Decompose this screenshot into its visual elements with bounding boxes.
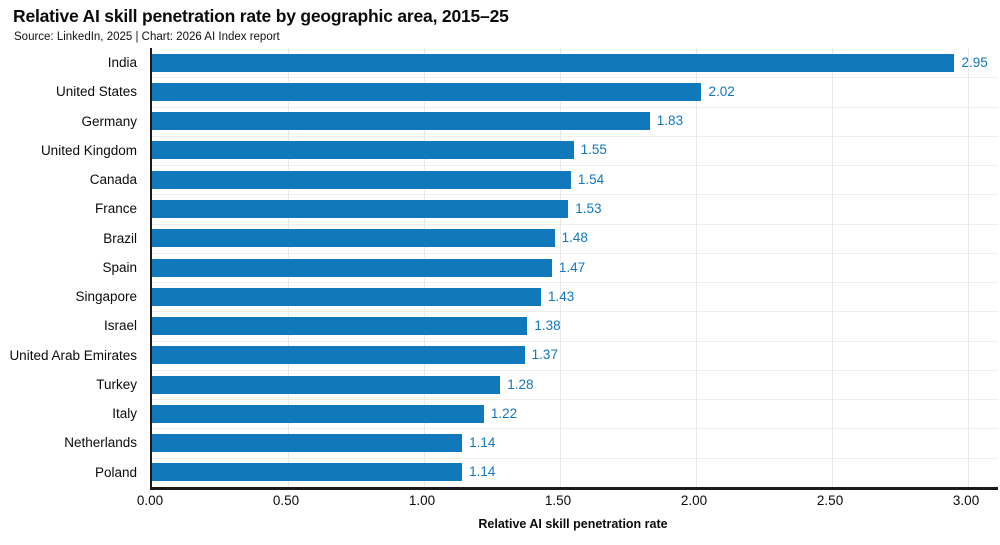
x-axis-tick-labels: 0.00 0.50 1.00 1.50 2.00 2.50 3.00 [137, 493, 996, 511]
chart-title: Relative AI skill penetration rate by ge… [13, 6, 509, 26]
category-label: Brazil [103, 230, 137, 246]
bar [152, 53, 955, 72]
bar [152, 112, 650, 131]
x-tick-label: 0.50 [272, 493, 300, 508]
value-label: 1.47 [558, 259, 586, 275]
category-label: Netherlands [64, 435, 137, 451]
x-tick-label: 0.00 [136, 493, 164, 508]
bar [152, 287, 541, 306]
x-axis-title: Relative AI skill penetration rate [478, 517, 668, 531]
bar [152, 404, 484, 423]
value-label: 1.37 [531, 347, 558, 363]
category-label: India [107, 55, 137, 70]
category-label: Israel [103, 318, 137, 334]
value-label: 1.54 [577, 171, 605, 187]
vertical-gridline [968, 48, 970, 487]
horizontal-gridline [152, 282, 998, 284]
bar [152, 141, 574, 160]
category-label: Germany [81, 113, 137, 129]
bar [152, 375, 501, 394]
chart-source-note: Source: LinkedIn, 2025 | Chart: 2026 AI … [14, 31, 280, 43]
category-label: Poland [94, 464, 137, 480]
horizontal-gridline [152, 223, 998, 225]
category-label: Singapore [75, 289, 137, 305]
value-label: 1.38 [534, 318, 561, 334]
value-label: 1.14 [469, 464, 496, 480]
value-label: 1.53 [575, 200, 602, 216]
horizontal-gridline [152, 135, 998, 137]
category-label: United States [55, 84, 137, 100]
value-label: 1.14 [469, 435, 496, 451]
horizontal-gridline [152, 457, 998, 459]
value-label: 1.83 [656, 113, 684, 129]
horizontal-gridline [152, 369, 998, 371]
x-tick-label: 1.00 [408, 493, 436, 508]
value-label: 1.22 [490, 405, 518, 421]
x-tick-label: 1.50 [544, 493, 572, 508]
bar [152, 434, 463, 453]
horizontal-gridline [152, 340, 998, 342]
bar [152, 199, 569, 218]
bar [152, 317, 528, 336]
value-label: 1.28 [507, 376, 534, 392]
value-label: 1.48 [561, 230, 588, 246]
horizontal-gridline [152, 311, 998, 313]
horizontal-gridline [152, 428, 998, 430]
value-label: 1.55 [580, 142, 607, 158]
category-label: Spain [102, 259, 137, 275]
category-label: United Kingdom [40, 142, 137, 158]
x-tick-label: 2.50 [816, 493, 844, 508]
horizontal-gridline [152, 106, 998, 108]
plot-area: 2.95 2.02 1.83 1.55 1.54 1.53 1.48 1.47 1.43 1.38… [150, 48, 998, 490]
vertical-gridline [560, 48, 562, 487]
x-tick-label: 2.00 [680, 493, 708, 508]
category-label: United Arab Emirates [9, 347, 137, 363]
value-label: 2.95 [961, 54, 988, 70]
x-tick-label: 3.00 [952, 493, 980, 508]
horizontal-gridline [152, 252, 998, 254]
bar [152, 346, 525, 365]
category-label: Italy [112, 406, 137, 422]
horizontal-gridline [152, 165, 998, 167]
horizontal-gridline [152, 399, 998, 401]
bar [152, 229, 555, 248]
category-label: Turkey [96, 376, 137, 392]
horizontal-gridline [152, 77, 998, 79]
bar [152, 258, 552, 277]
category-label: Canada [89, 172, 137, 188]
bar [152, 170, 571, 189]
vertical-gridline [832, 48, 834, 487]
horizontal-gridline [152, 194, 998, 196]
bar [152, 463, 463, 482]
category-label: France [94, 201, 137, 217]
value-label: 2.02 [708, 83, 735, 99]
bar [152, 82, 702, 101]
vertical-gridline [696, 48, 698, 487]
value-label: 1.43 [547, 288, 575, 304]
y-axis-category-labels: India United States Germany United Kingdom C… [0, 48, 144, 487]
